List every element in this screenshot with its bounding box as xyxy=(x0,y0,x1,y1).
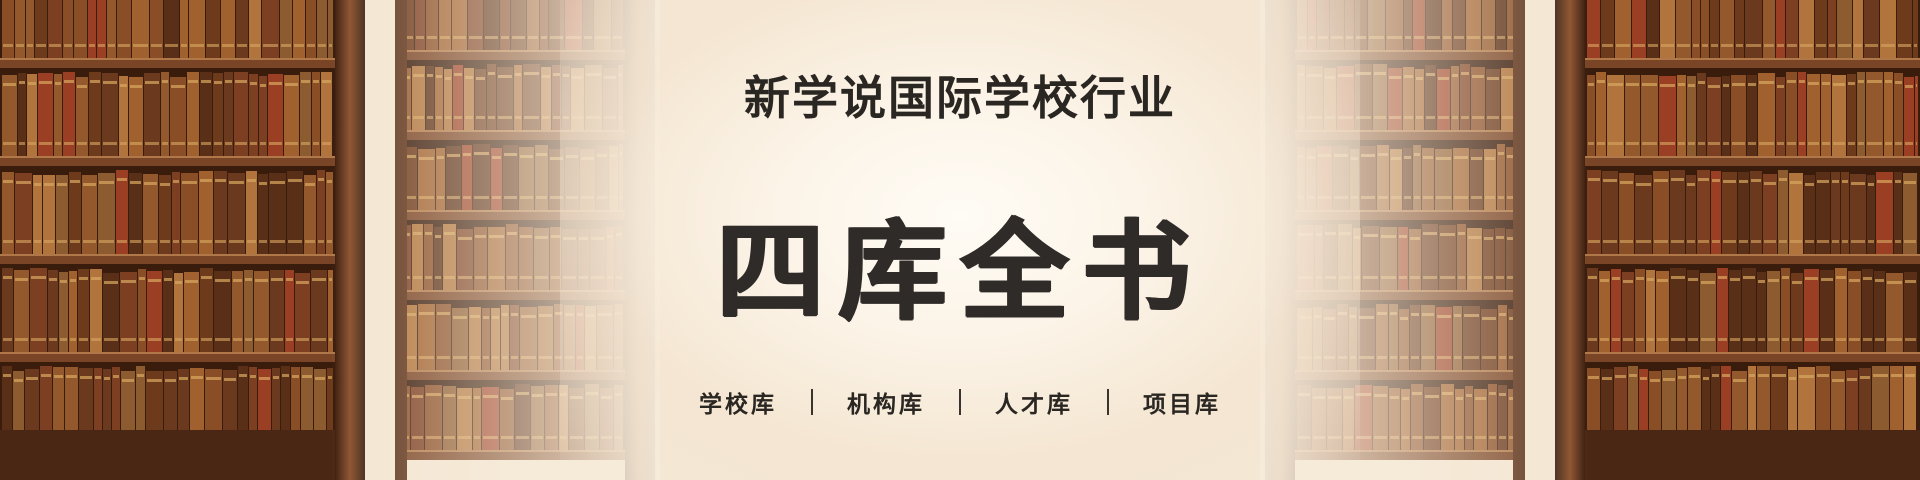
nav-item-talent-library[interactable]: 人才库 xyxy=(995,392,1073,418)
nav-separator xyxy=(811,389,813,415)
nav-separator xyxy=(959,389,961,415)
nav-item-project-library[interactable]: 项目库 xyxy=(1143,392,1221,418)
banner-title: 四库全书 xyxy=(715,210,1204,335)
nav-item-school-library[interactable]: 学校库 xyxy=(699,392,777,418)
nav-item-institution-library[interactable]: 机构库 xyxy=(847,392,925,418)
category-nav: 学校库 机构库 人才库 项目库 xyxy=(0,385,1920,419)
nav-separator xyxy=(1107,389,1109,415)
banner-subtitle: 新学说国际学校行业 xyxy=(744,71,1176,125)
